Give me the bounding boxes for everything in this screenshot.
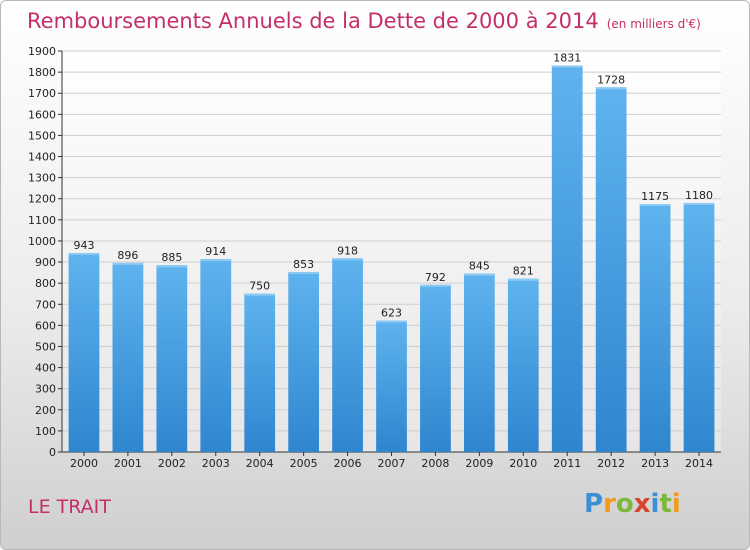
y-tick-label: 700: [35, 298, 56, 311]
bar: [112, 262, 144, 452]
y-tick-label: 500: [35, 340, 56, 353]
bar-top-highlight: [463, 273, 495, 276]
data-label: 1728: [597, 73, 625, 86]
bar: [683, 202, 715, 452]
y-tick-label: 1500: [28, 129, 56, 142]
x-tick-label: 2000: [70, 457, 98, 470]
logo-letter: t: [659, 489, 672, 519]
x-tick-label: 2002: [158, 457, 186, 470]
logo-letter: i: [650, 489, 660, 519]
bar-top-highlight: [683, 202, 715, 205]
x-tick-label: 2011: [553, 457, 581, 470]
bar-top-highlight: [156, 265, 188, 268]
commune-name: LE TRAIT: [28, 496, 111, 518]
y-tick-label: 1900: [28, 45, 56, 58]
bar: [332, 258, 363, 452]
bar-top-highlight: [200, 259, 232, 262]
bar-top-highlight: [68, 252, 100, 255]
bar: [68, 252, 100, 452]
bar-top-highlight: [112, 262, 144, 265]
data-label: 885: [161, 251, 182, 264]
bar: [376, 320, 407, 452]
chart-title: Remboursements Annuels de la Dette de 20…: [27, 9, 701, 33]
bar-top-highlight: [551, 65, 583, 68]
data-label: 1175: [641, 190, 669, 203]
x-tick-label: 2014: [685, 457, 713, 470]
bar: [420, 284, 451, 452]
bar-top-highlight: [639, 204, 671, 207]
y-tick-label: 900: [35, 256, 56, 269]
x-tick-label: 2001: [114, 457, 142, 470]
y-tick-label: 800: [35, 277, 56, 290]
bar-top-highlight: [595, 87, 627, 90]
bar-top-highlight: [420, 284, 451, 287]
proxiti-logo: Proxiti: [584, 489, 681, 519]
y-tick-label: 1000: [28, 235, 56, 248]
data-label: 896: [117, 249, 138, 262]
bar: [244, 293, 276, 452]
bar: [156, 265, 188, 452]
y-tick-label: 1300: [28, 172, 56, 185]
y-tick-label: 1400: [28, 151, 56, 164]
bar-top-highlight: [507, 278, 539, 281]
x-tick-label: 2007: [378, 457, 406, 470]
y-tick-label: 1100: [28, 214, 56, 227]
bar: [639, 204, 671, 452]
y-tick-label: 1600: [28, 108, 56, 121]
x-tick-label: 2010: [509, 457, 537, 470]
data-label: 750: [249, 280, 270, 293]
bar: [507, 278, 539, 452]
data-label: 853: [293, 258, 314, 271]
bar-top-highlight: [332, 258, 363, 261]
logo-letter: i: [671, 489, 681, 519]
logo-letter: r: [603, 489, 616, 519]
bar: [288, 271, 320, 452]
logo-letter: P: [584, 489, 604, 519]
data-label: 943: [73, 239, 94, 252]
bar-top-highlight: [288, 271, 320, 274]
data-label: 1831: [553, 52, 581, 65]
data-label: 914: [205, 245, 226, 258]
data-label: 845: [469, 260, 490, 273]
y-tick-label: 300: [35, 383, 56, 396]
bar: [551, 65, 583, 453]
chart-title-main: Remboursements Annuels de la Dette de 20…: [27, 9, 599, 33]
x-tick-label: 2013: [641, 457, 669, 470]
data-label: 918: [337, 244, 358, 257]
x-tick-label: 2012: [597, 457, 625, 470]
y-tick-label: 400: [35, 362, 56, 375]
bar-top-highlight: [244, 293, 276, 296]
logo-letter: o: [615, 489, 634, 519]
data-label: 792: [425, 271, 446, 284]
bar: [200, 259, 232, 452]
y-tick-label: 1800: [28, 66, 56, 79]
x-tick-label: 2009: [465, 457, 493, 470]
y-tick-label: 100: [35, 425, 56, 438]
data-label: 1180: [685, 189, 713, 202]
y-tick-label: 200: [35, 404, 56, 417]
y-tick-label: 0: [49, 446, 56, 459]
chart-title-unit: (en milliers d'€): [606, 17, 701, 31]
data-label: 821: [513, 265, 534, 278]
y-tick-label: 1200: [28, 193, 56, 206]
x-tick-label: 2008: [421, 457, 449, 470]
y-tick-label: 1700: [28, 87, 56, 100]
bar: [595, 87, 627, 452]
bar-top-highlight: [376, 320, 407, 323]
bar: [463, 273, 495, 452]
x-tick-label: 2006: [334, 457, 362, 470]
data-label: 623: [381, 307, 402, 320]
x-tick-label: 2003: [202, 457, 230, 470]
x-tick-label: 2005: [290, 457, 318, 470]
logo-letter: x: [633, 489, 651, 519]
y-tick-label: 600: [35, 319, 56, 332]
x-tick-label: 2004: [246, 457, 274, 470]
